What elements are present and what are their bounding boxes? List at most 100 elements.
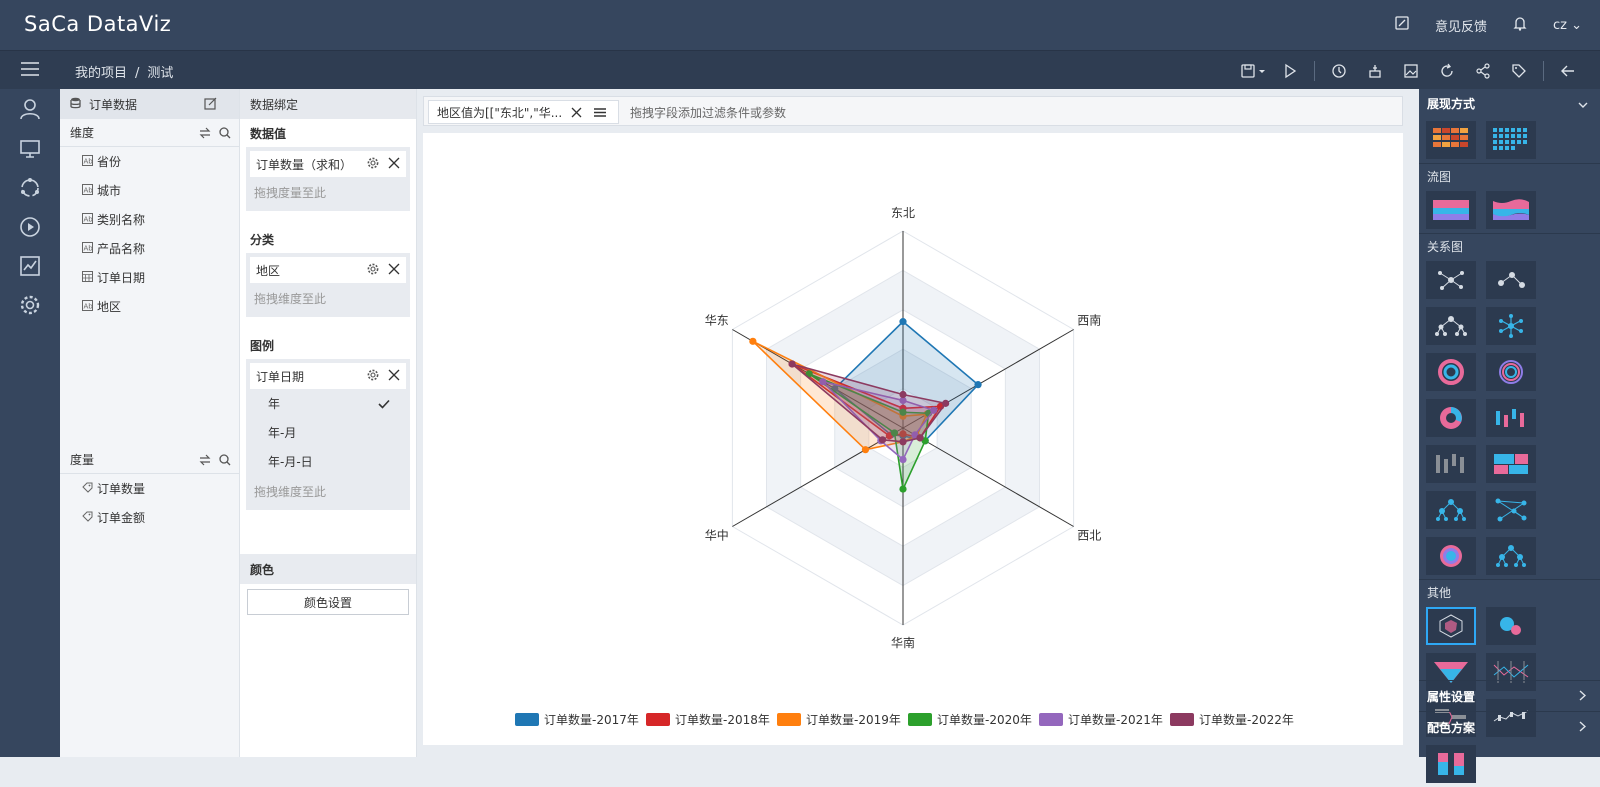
category-chip[interactable]: 地区 [250,257,406,283]
feedback-link[interactable]: 意见反馈 [1434,19,1487,35]
parallel-chart-thumb[interactable] [1486,653,1536,691]
filter-tag[interactable]: 地区值为[["东北","华... [428,100,619,124]
play-circle-icon[interactable] [18,215,42,239]
calendar-chart-thumb[interactable] [1486,121,1536,159]
pie-ring-thumb[interactable] [1426,399,1476,437]
breadcrumb-project[interactable]: 我的项目 [75,66,128,81]
binding-panel: 数据绑定 数据值 订单数量（求和） 拖拽度量至此 分类 地区 拖拽维度至此 图例… [240,89,417,757]
legend-chip[interactable]: 订单日期 [250,363,406,389]
hierarchy-thumb[interactable] [1486,537,1536,575]
stream-chart-thumb[interactable] [1426,191,1476,229]
settings-icon[interactable] [367,263,379,278]
cycle-icon[interactable] [18,176,42,200]
dimension-item[interactable]: Ab 类别名称 [60,205,239,234]
dimension-title: 维度 [70,126,95,140]
back-arrow-icon[interactable] [1550,51,1586,90]
waterfall-thumb[interactable] [1486,399,1536,437]
radar-axis-line [732,427,904,527]
right-panel: 展现方式 流图 关系图 其他 属性设置 配色方案 [1419,89,1600,783]
hamburger-icon[interactable] [20,59,40,82]
box-plot-thumb[interactable] [1426,445,1476,483]
filter-tag-label: 地区值为[["东北","华... [437,105,563,120]
category-dropzone[interactable]: 地区 拖拽维度至此 [246,253,410,317]
monitor-icon[interactable] [18,137,42,161]
dimension-item[interactable]: Ab 地区 [60,292,239,321]
force-graph-thumb[interactable] [1426,261,1476,299]
legend-option-year-month[interactable]: 年-月 [250,418,406,447]
chevron-down-icon[interactable] [1578,98,1588,112]
swap-icon[interactable] [199,454,211,469]
display-mode-title: 展现方式 [1427,96,1476,111]
dimension-item[interactable]: 订单日期 [60,263,239,292]
save-dropdown-button[interactable] [1236,51,1272,90]
close-icon[interactable] [388,369,400,384]
measure-tag-icon [82,482,93,496]
link-graph-thumb[interactable] [1486,491,1536,529]
bubble-chart-thumb[interactable] [1486,607,1536,645]
radar-indicator-label: 华中 [705,528,729,543]
search-icon[interactable] [219,127,231,142]
user-icon[interactable] [18,97,42,121]
settings-icon[interactable] [367,157,379,172]
ring-thumb[interactable] [1486,353,1536,391]
refresh-icon[interactable] [1429,51,1465,90]
play-icon[interactable] [1272,51,1308,90]
toolbar-divider [1543,60,1544,81]
cluster-graph-thumb[interactable] [1486,307,1536,345]
top-right-actions: 意见反馈 cz ⌄ [1395,0,1582,50]
settings-icon[interactable] [367,369,379,384]
check-icon [378,398,390,412]
tree-graph-thumb[interactable] [1426,307,1476,345]
close-icon[interactable] [571,107,582,121]
category-chip-label: 地区 [256,263,281,278]
measure-item[interactable]: 订单金额 [60,503,239,532]
app-logo[interactable]: SaCa DataViz [24,12,172,36]
value-chip[interactable]: 订单数量（求和） [250,151,406,177]
funnel-chart-thumb[interactable] [1426,653,1476,691]
progress-bar-thumb[interactable] [1426,745,1476,783]
nested-ring-thumb[interactable] [1426,537,1476,575]
legend-option-year[interactable]: 年 [250,389,406,418]
color-scheme-row[interactable]: 配色方案 [1419,711,1600,742]
legend-dropzone[interactable]: 订单日期 年 年-月 年-月-日 拖拽维度至此 [246,359,410,510]
share-icon[interactable] [1465,51,1501,90]
dimension-item[interactable]: Ab 城市 [60,176,239,205]
radar-chart-thumb[interactable] [1426,607,1476,645]
radar-axis-line [902,427,1074,527]
legend-option-year-month-day[interactable]: 年-月-日 [250,447,406,476]
radar-data-point [819,378,827,386]
dimension-item[interactable]: Ab 产品名称 [60,234,239,263]
color-settings-button[interactable]: 颜色设置 [247,589,409,615]
value-dropzone[interactable]: 订单数量（求和） 拖拽度量至此 [246,147,410,211]
kline-chart-thumb[interactable] [1486,699,1536,737]
treemap-thumb[interactable] [1486,445,1536,483]
user-menu[interactable]: cz ⌄ [1553,18,1582,33]
image-icon[interactable] [1393,51,1429,90]
edit-dataset-icon[interactable] [204,97,217,113]
theme-river-thumb[interactable] [1486,191,1536,229]
bell-icon[interactable] [1513,16,1527,35]
gear-icon[interactable] [18,293,42,317]
legend-label: 订单数量-2017年 [544,712,639,727]
org-tree-thumb[interactable] [1426,491,1476,529]
swap-icon[interactable] [199,127,211,142]
list-icon[interactable] [594,107,606,121]
close-icon[interactable] [388,263,400,278]
close-icon[interactable] [388,157,400,172]
heatmap-chart-thumb[interactable] [1426,121,1476,159]
measure-item[interactable]: 订单数量 [60,474,239,503]
dataset-name[interactable]: 订单数据 [89,97,138,112]
radar-indicator-label: 东北 [891,206,915,220]
dimension-item[interactable]: Ab 省份 [60,147,239,176]
tag-icon[interactable] [1501,51,1537,90]
clean-icon[interactable] [1357,51,1393,90]
sunburst-thumb[interactable] [1426,353,1476,391]
search-icon[interactable] [219,454,231,469]
edit-icon[interactable] [1395,16,1409,34]
history-icon[interactable] [1321,51,1357,90]
network-graph-thumb[interactable] [1486,261,1536,299]
breadcrumb-separator: / [135,66,140,81]
line-chart-icon[interactable] [18,254,42,278]
gantt-chart-thumb[interactable] [1426,699,1476,737]
attribute-settings-row[interactable]: 属性设置 [1419,680,1600,711]
